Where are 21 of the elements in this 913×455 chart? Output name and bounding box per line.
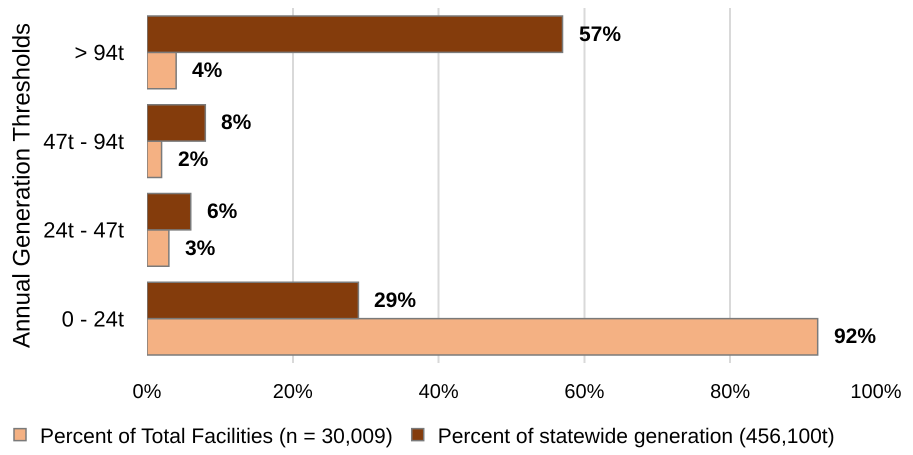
legend-label: Percent of statewide generation (456,100t): [438, 424, 835, 448]
legend-label: Percent of Total Facilities (n = 30,009): [40, 424, 393, 448]
y-tick-label: 47t - 94t: [43, 128, 124, 154]
x-tick-label: 0%: [132, 381, 162, 403]
x-tick-label: 80%: [710, 381, 750, 403]
y-axis-title: Annual Generation Thresholds: [8, 22, 36, 348]
x-tick-label: 40%: [418, 381, 459, 403]
y-tick-label: 0 - 24t: [62, 306, 124, 332]
data-label: 57%: [579, 23, 622, 46]
data-label: 4%: [192, 59, 223, 82]
data-label: 3%: [185, 237, 216, 260]
data-label: 29%: [374, 289, 416, 312]
x-tick-label: 60%: [564, 381, 605, 403]
y-tick-label: 24t - 47t: [43, 218, 124, 243]
data-label: 6%: [207, 200, 238, 223]
data-label: 92%: [834, 325, 876, 348]
y-tick-label: > 94t: [74, 40, 124, 66]
x-tick-label: 100%: [850, 381, 902, 403]
data-label: 8%: [221, 111, 252, 134]
x-tick-label: 20%: [272, 381, 314, 403]
data-label: 2%: [178, 148, 209, 171]
